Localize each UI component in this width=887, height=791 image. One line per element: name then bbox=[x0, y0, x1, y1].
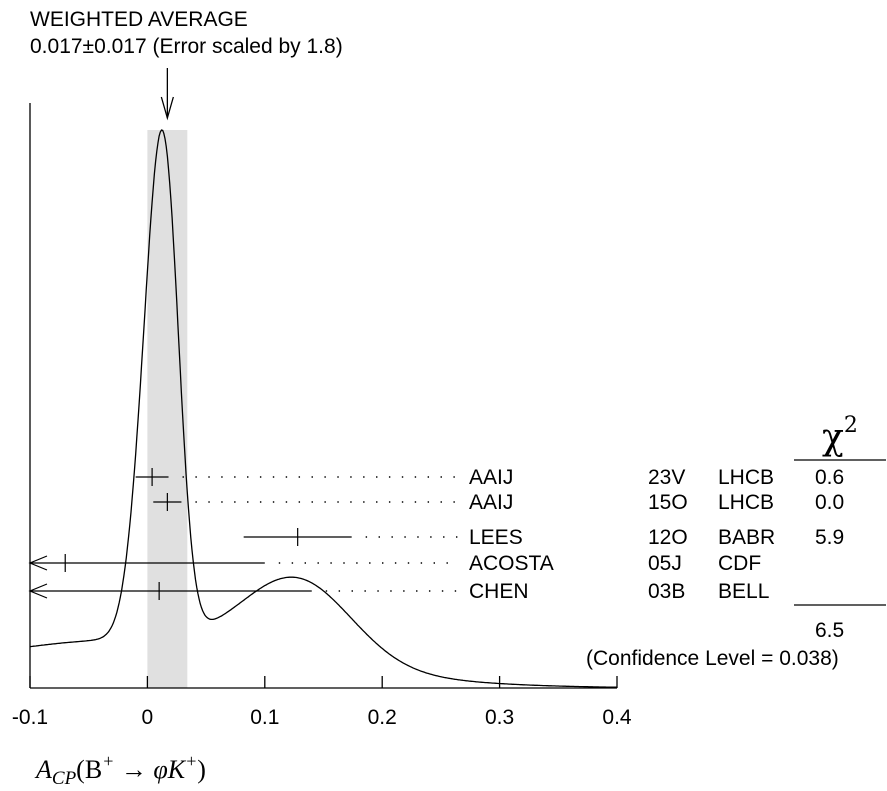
weighted-average-band bbox=[147, 130, 188, 688]
experiment-label: LHCB bbox=[718, 491, 774, 514]
reference-label: 03B bbox=[648, 580, 685, 603]
x-axis-label: ACP(B+ → φK+) bbox=[34, 751, 206, 789]
experiment-label: LHCB bbox=[718, 466, 774, 489]
x-tick-label: 0.1 bbox=[250, 706, 279, 729]
reference-label: 05J bbox=[648, 552, 682, 575]
chart-title: WEIGHTED AVERAGE bbox=[30, 8, 248, 31]
x-tick-label: 0.3 bbox=[485, 706, 514, 729]
x-tick-label: -0.1 bbox=[12, 706, 48, 729]
chi2-total: 6.5 bbox=[815, 619, 844, 642]
author-label: CHEN bbox=[469, 580, 529, 603]
ideogram-curve bbox=[29, 129, 617, 688]
measurement-rows: AAIJ 23V LHCB 0.6 AAIJ 15O LHCB 0.0 LEES 12O BABR 5… bbox=[28, 466, 844, 603]
chi2-header: χ2 bbox=[822, 413, 858, 458]
off-scale-arrow bbox=[28, 555, 48, 571]
measurement-row: AAIJ 15O LHCB 0.0 bbox=[153, 491, 844, 514]
chi2-value: 5.9 bbox=[815, 526, 844, 549]
author-label: AAIJ bbox=[469, 466, 513, 489]
chi2-value: 0.6 bbox=[815, 466, 844, 489]
experiment-label: BABR bbox=[718, 526, 775, 549]
reference-label: 15O bbox=[648, 491, 688, 514]
reference-label: 12O bbox=[648, 526, 688, 549]
x-tick-label: 0.4 bbox=[602, 706, 632, 729]
chart-subtitle: 0.017±0.017 (Error scaled by 1.8) bbox=[30, 35, 343, 58]
measurement-row: AAIJ 23V LHCB 0.6 bbox=[135, 466, 844, 489]
experiment-label: CDF bbox=[718, 552, 761, 575]
x-axis-ticks: -0.1 0 0.1 0.2 0.3 0.4 bbox=[12, 676, 632, 729]
measurement-row: LEES 12O BABR 5.9 bbox=[243, 526, 844, 549]
experiment-label: BELL bbox=[718, 580, 769, 603]
measurement-row: ACOSTA 05J CDF bbox=[28, 552, 761, 575]
confidence-level: (Confidence Level = 0.038) bbox=[586, 647, 839, 670]
x-tick-label: 0.2 bbox=[368, 706, 397, 729]
measurement-row: CHEN 03B BELL bbox=[28, 580, 769, 603]
off-scale-arrow bbox=[28, 583, 48, 599]
author-label: LEES bbox=[469, 526, 523, 549]
reference-label: 23V bbox=[648, 466, 685, 489]
author-label: ACOSTA bbox=[469, 552, 554, 575]
author-label: AAIJ bbox=[469, 491, 513, 514]
chi2-value: 0.0 bbox=[815, 491, 844, 514]
weighted-average-arrow bbox=[160, 68, 174, 121]
x-tick-label: 0 bbox=[142, 706, 154, 729]
